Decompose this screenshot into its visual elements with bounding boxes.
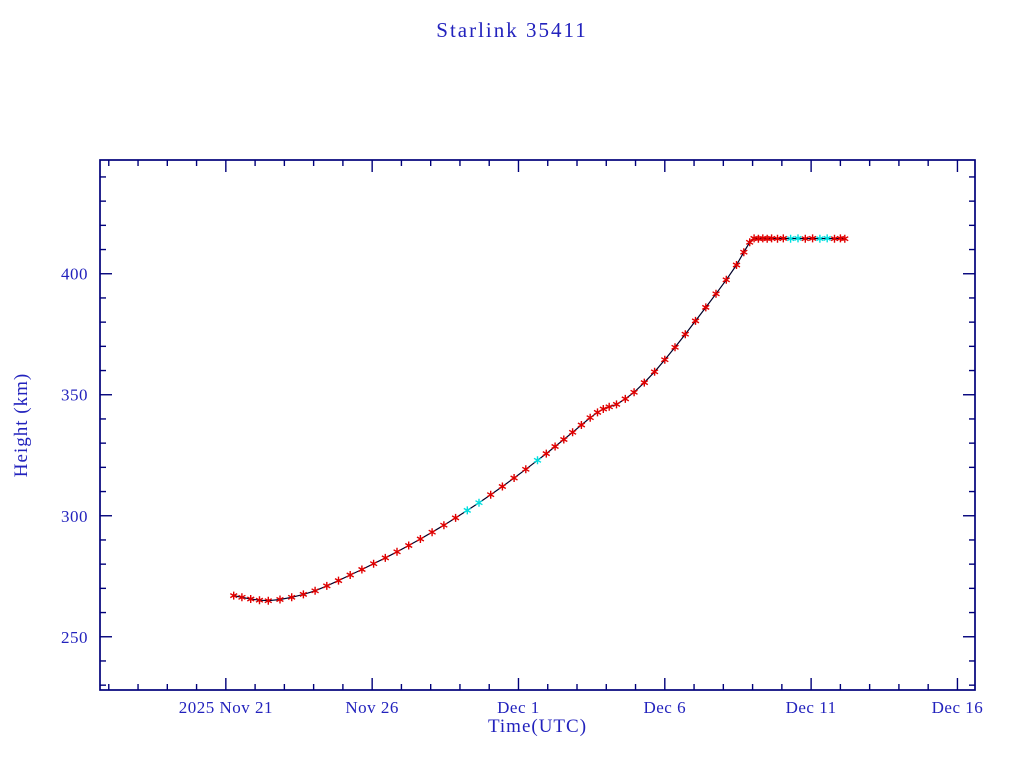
height-curve — [233, 237, 845, 602]
x-axis-tick-label: 2025 Nov 21 — [179, 698, 273, 717]
data-point-marker — [786, 234, 795, 243]
data-point-marker — [334, 576, 343, 585]
y-axis-tick-label: 250 — [61, 628, 88, 647]
data-point-marker — [428, 528, 436, 537]
data-point-marker — [346, 571, 355, 579]
data-point-marker — [463, 506, 472, 515]
data-point-marker — [801, 234, 810, 243]
data-point-marker — [816, 234, 824, 243]
data-point-marker — [586, 413, 594, 422]
data-point-marker — [630, 388, 638, 397]
data-point-marker — [794, 234, 802, 243]
data-point-marker — [823, 234, 832, 243]
y-axis-tick-label: 300 — [61, 507, 88, 526]
data-point-marker — [311, 586, 319, 595]
data-point-marker — [416, 535, 425, 543]
x-axis-tick-label: Dec 1 — [497, 698, 540, 717]
data-point-marker — [840, 234, 849, 243]
data-point-marker — [229, 591, 238, 600]
y-axis-tick-label: 350 — [61, 386, 88, 405]
data-point-marker — [264, 596, 273, 605]
y-axis-tick-label: 400 — [61, 265, 88, 284]
data-point-marker — [605, 402, 614, 411]
x-axis-tick-label: Dec 11 — [786, 698, 837, 717]
data-point-marker — [510, 474, 518, 482]
data-point-marker — [287, 593, 296, 602]
x-axis-tick-label: Dec 16 — [932, 698, 984, 717]
data-point-marker — [691, 316, 700, 325]
data-point-marker — [276, 595, 284, 604]
chart-title: Starlink 35411 — [436, 18, 588, 42]
plot-frame — [99, 159, 976, 691]
data-point-marker — [722, 275, 731, 284]
data-point-marker — [475, 498, 483, 507]
data-point-marker — [381, 553, 390, 562]
data-point-marker — [681, 330, 690, 339]
data-point-marker — [521, 465, 530, 474]
data-point-marker — [612, 400, 621, 409]
data-point-marker — [740, 248, 748, 257]
data-point-marker — [599, 405, 608, 413]
data-point-marker — [745, 238, 754, 247]
data-point-marker — [808, 234, 817, 243]
data-point-marker — [238, 593, 246, 602]
data-point-marker — [701, 303, 710, 312]
data-point-marker — [779, 234, 788, 243]
data-point-marker — [650, 367, 659, 376]
x-axis-tick-label: Nov 26 — [345, 698, 399, 717]
data-point-marker — [640, 378, 649, 387]
data-point-marker — [451, 513, 460, 522]
data-point-marker — [551, 442, 559, 451]
data-point-marker — [246, 595, 255, 603]
data-point-marker — [732, 261, 741, 269]
data-point-marker — [671, 343, 679, 352]
data-point-marker — [404, 541, 413, 550]
x-axis-tick-label: Dec 6 — [643, 698, 686, 717]
data-point-marker — [440, 521, 448, 530]
data-point-marker — [255, 596, 264, 605]
data-point-marker — [593, 408, 602, 417]
data-point-marker — [542, 449, 551, 458]
y-axis-label: Height (km) — [11, 372, 32, 478]
data-point-marker — [358, 565, 366, 574]
data-point-marker — [486, 490, 495, 499]
data-point-marker — [577, 421, 586, 429]
data-point-marker — [568, 428, 577, 437]
data-point-marker — [369, 559, 378, 568]
data-point-marker — [299, 590, 308, 599]
x-axis-label: Time(UTC) — [487, 716, 588, 737]
data-point-marker — [322, 581, 331, 590]
data-point-marker — [621, 394, 630, 403]
data-point-marker — [533, 456, 542, 465]
data-point-marker — [560, 435, 568, 444]
data-point-marker — [712, 289, 720, 298]
data-point-marker — [660, 355, 669, 364]
data-point-marker — [498, 482, 507, 491]
data-point-marker — [393, 547, 401, 556]
